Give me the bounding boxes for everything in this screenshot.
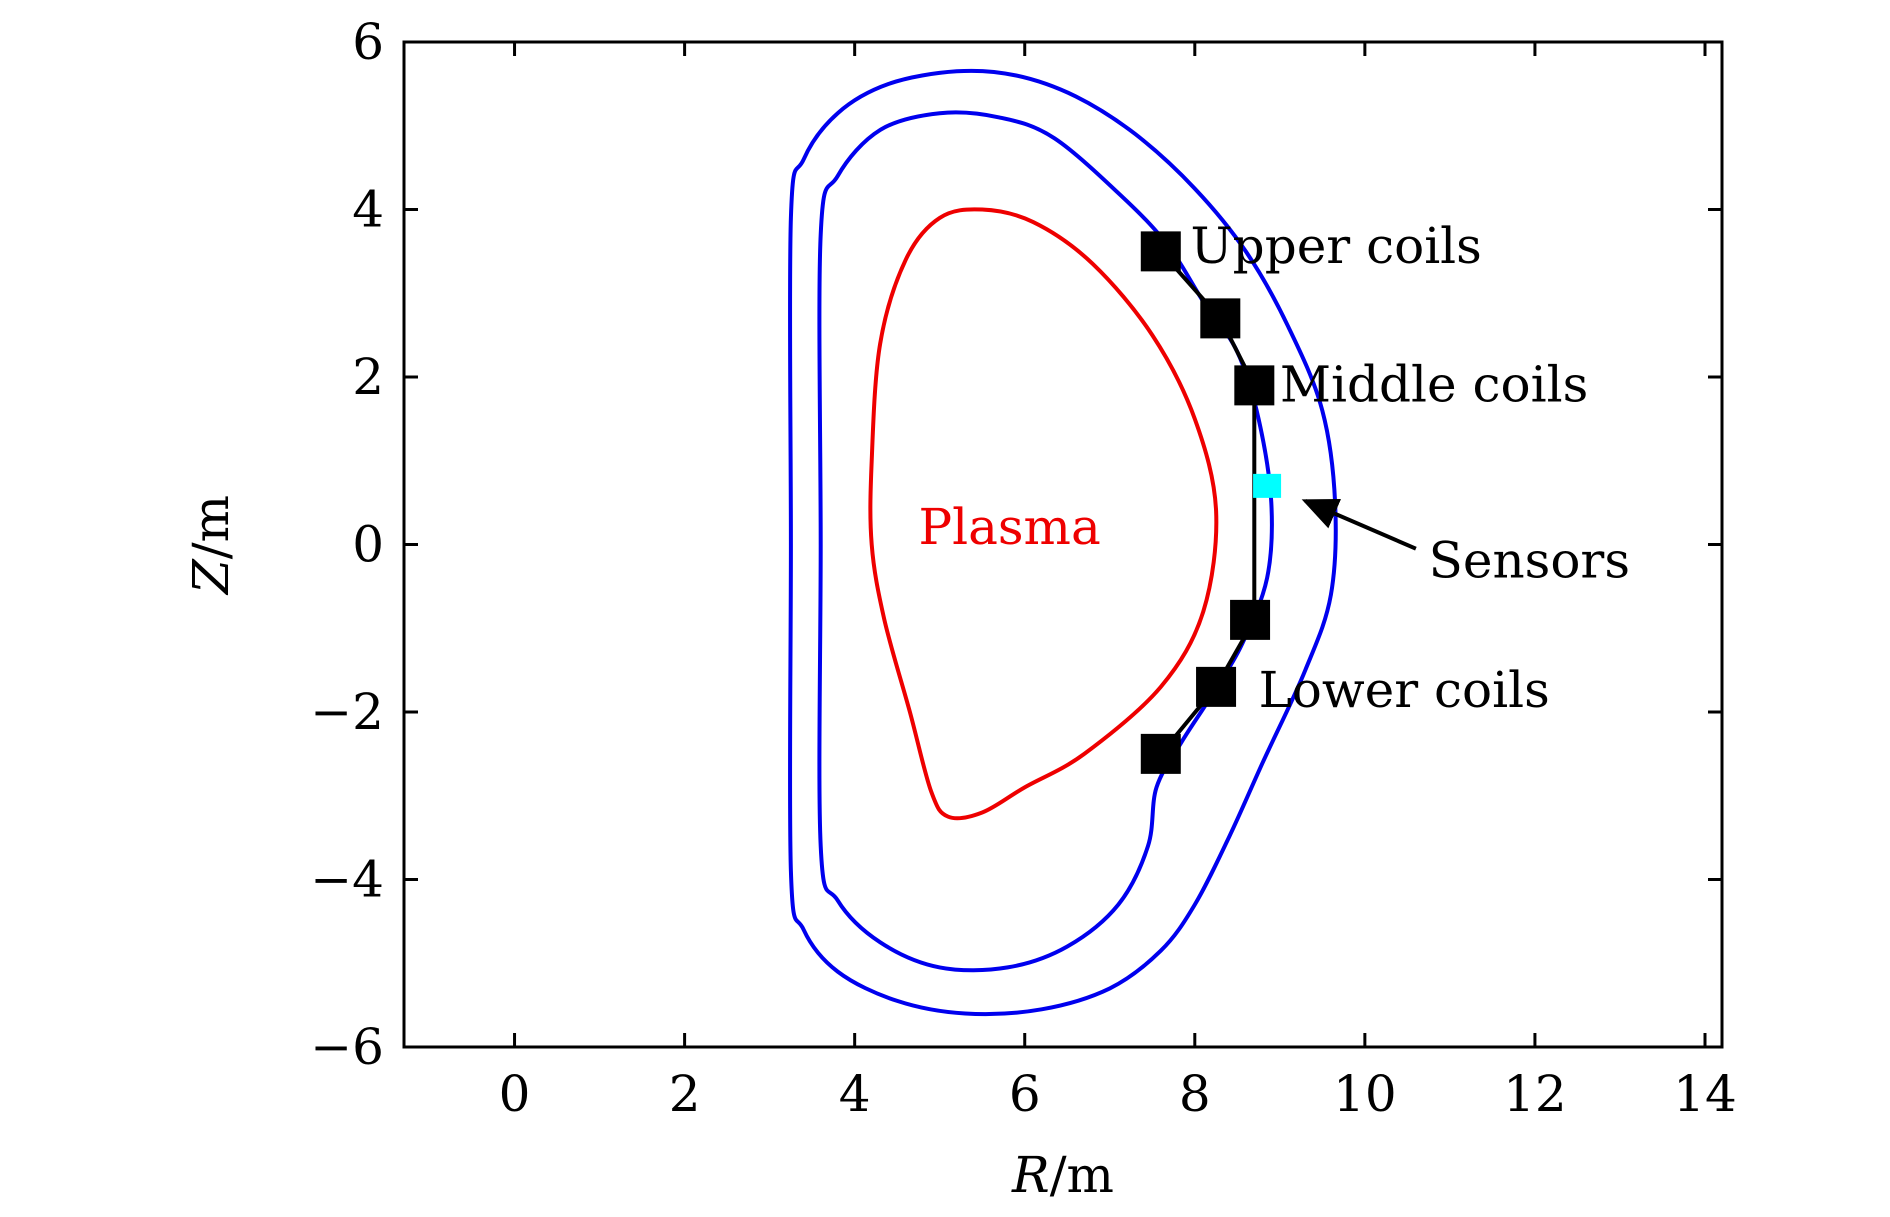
x-tick-label: 8 [1179, 1065, 1211, 1123]
series-line-outer-boundary [787, 68, 1338, 1017]
x-tick-label: 14 [1673, 1065, 1737, 1123]
y-axis-unit: /m [182, 495, 240, 559]
annotation-middle-coils: Middle coils [1280, 355, 1588, 413]
y-tick-label: 0 [352, 516, 384, 574]
x-tick-label: 2 [669, 1065, 701, 1123]
x-tick-label: 4 [839, 1065, 871, 1123]
annotation-upper-coils: Upper coils [1191, 217, 1482, 275]
annotation-plasma: Plasma [918, 498, 1100, 556]
x-tick-label: 10 [1333, 1065, 1397, 1123]
x-tick-label: 6 [1009, 1065, 1041, 1123]
y-tick-label: −4 [310, 851, 384, 909]
y-tick-label: 2 [352, 348, 384, 406]
x-axis-unit: /m [1050, 1146, 1114, 1204]
series-line-inner-boundary [817, 110, 1274, 973]
annotation-lower-coils: Lower coils [1259, 661, 1550, 719]
coil-marker [1200, 298, 1241, 339]
x-axis-title: R/m [1011, 1146, 1114, 1204]
y-tick-label: 6 [352, 13, 384, 71]
coil-marker [1230, 599, 1271, 640]
y-tick-label: −6 [310, 1018, 384, 1076]
marker-layer [1140, 231, 1282, 774]
annotation-layer: Upper coils Middle coils Plasma Sensors Lowe… [918, 217, 1630, 719]
coil-marker [1140, 733, 1181, 774]
sensor-marker [1253, 473, 1282, 498]
y-tick-label: 4 [352, 181, 384, 239]
coil-marker [1196, 666, 1237, 707]
y-axis-var: Z [182, 558, 240, 596]
coil-marker [1234, 365, 1275, 406]
annotation-sensors: Sensors [1429, 531, 1630, 589]
x-tick-label: 0 [499, 1065, 531, 1123]
y-tick-label: −2 [310, 683, 384, 741]
coil-marker [1140, 231, 1181, 272]
series-line-plasma [868, 207, 1219, 821]
y-axis-title: Z/m [182, 495, 240, 596]
x-tick-label: 12 [1503, 1065, 1567, 1123]
sensors-arrow [1301, 498, 1417, 551]
x-axis-var: R [1011, 1146, 1050, 1204]
